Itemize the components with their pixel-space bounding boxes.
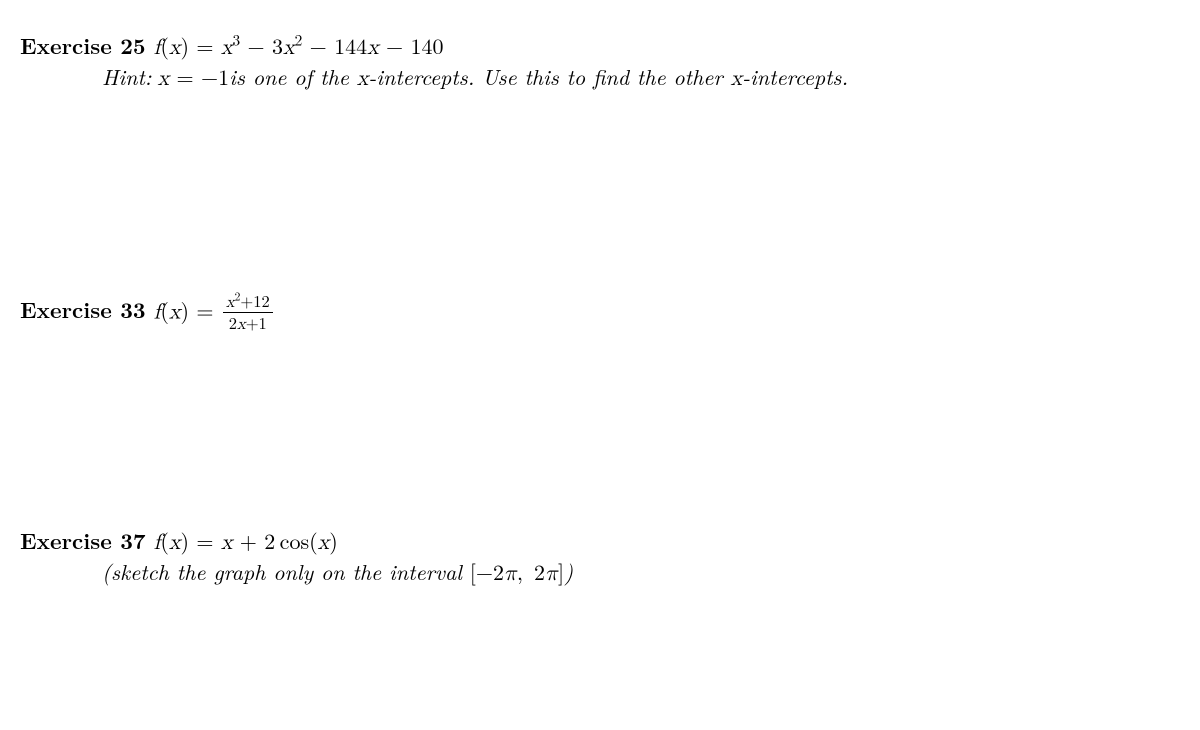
exercise-25: Exercise 25 f(x) = x3 − 3x2 − 144x − 140…	[20, 30, 1180, 92]
func-arg-33: x	[169, 301, 181, 323]
paren-close-37: )	[181, 525, 190, 556]
note-pi2: π	[545, 563, 558, 585]
term1-exp: 3	[232, 30, 240, 51]
term3-coef: 144	[334, 30, 367, 61]
exercise-37-line: Exercise 37 f(x) = x + 2 cos(x)	[20, 525, 1180, 556]
exercise-37: Exercise 37 f(x) = x + 2 cos(x) (sketch …	[20, 525, 1180, 587]
func-arg-37: x	[169, 532, 181, 554]
num-plus: +	[240, 288, 253, 312]
exercise-33: Exercise 33 f(x) = x2+12 2x+1	[20, 292, 1180, 335]
den-plus: +	[246, 310, 259, 334]
exercise-25-hint: Hint: x = −1 is one of the x-intercepts.…	[20, 61, 1180, 92]
note-comma: ,	[517, 556, 523, 587]
rhs-plus: +	[240, 525, 257, 556]
minus1: −	[248, 30, 265, 61]
exercise-37-label: Exercise 37	[20, 525, 146, 556]
exercise-33-formula: f(x) = x2+12 2x+1	[154, 292, 275, 335]
term1-var: x	[221, 37, 233, 59]
spacer-1	[20, 102, 1180, 292]
den-c: 1	[259, 310, 267, 334]
hint-val: 1	[218, 61, 229, 92]
rhs-coef: 2	[264, 525, 275, 556]
hint-xint: x	[357, 68, 369, 90]
paren-open-37: (	[160, 525, 169, 556]
spacer-2	[20, 345, 1180, 525]
note-text1: sketch the graph only on the interval	[111, 556, 470, 587]
term2-coef: 3	[272, 30, 283, 61]
rhs-cos: cos	[280, 525, 309, 556]
hint-var: x	[158, 68, 170, 90]
exercise-37-formula: f(x) = x + 2 cos(x)	[154, 525, 338, 556]
rhs-paren-close: )	[329, 525, 338, 556]
term2-var: x	[283, 37, 295, 59]
hint-text2: -intercepts. Use this to find the other	[368, 61, 730, 92]
minus2: −	[310, 30, 327, 61]
note-two1: 2	[493, 556, 504, 587]
term2-exp: 2	[295, 30, 303, 51]
hint-minus: −	[201, 61, 218, 92]
equals: =	[196, 30, 213, 61]
exercise-37-note: (sketch the graph only on the interval […	[20, 556, 1180, 587]
rhs-arg: x	[318, 532, 330, 554]
note-interval: [−2π, 2π]	[470, 556, 564, 587]
equals-33: =	[196, 294, 213, 325]
hint-text: is one of the x-intercepts. Use this to …	[229, 61, 848, 92]
hint-text1: is one of the	[229, 61, 357, 92]
hint-eq: =	[176, 61, 193, 92]
den-coef: 2	[229, 310, 237, 334]
den-var: x	[237, 317, 246, 333]
note-open: (	[102, 556, 111, 587]
rhs-paren-open: (	[309, 525, 318, 556]
fraction: x2+12 2x+1	[223, 291, 273, 334]
paren-open-33: (	[160, 294, 169, 325]
hint-math: x = −1	[158, 61, 230, 92]
paren-open: (	[160, 30, 169, 61]
exercise-25-line: Exercise 25 f(x) = x3 − 3x2 − 144x − 140	[20, 30, 1180, 61]
exercise-25-formula: f(x) = x3 − 3x2 − 144x − 140	[154, 30, 444, 61]
note-minus: −	[476, 556, 493, 587]
exercise-33-label: Exercise 33	[20, 294, 146, 325]
hint-text3: -intercepts.	[742, 61, 848, 92]
hint-xint2: x	[731, 68, 743, 90]
num-var: x	[226, 295, 235, 311]
note-pi1: π	[504, 563, 517, 585]
rhs-var: x	[221, 532, 233, 554]
term3-var: x	[367, 37, 379, 59]
note-text: (sketch the graph only on the interval […	[102, 556, 573, 587]
fraction-denominator: 2x+1	[223, 313, 273, 334]
exercise-33-line: Exercise 33 f(x) = x2+12 2x+1	[20, 292, 1180, 335]
note-two2: 2	[534, 556, 545, 587]
term4: 140	[411, 30, 444, 61]
equals-37: =	[196, 525, 213, 556]
minus3: −	[386, 30, 403, 61]
hint-label: Hint:	[102, 61, 152, 92]
num-c: 12	[253, 288, 270, 312]
func-arg: x	[169, 37, 181, 59]
paren-close: )	[181, 30, 190, 61]
note-close: )	[564, 556, 573, 587]
exercise-25-label: Exercise 25	[20, 30, 146, 61]
paren-close-33: )	[181, 294, 190, 325]
